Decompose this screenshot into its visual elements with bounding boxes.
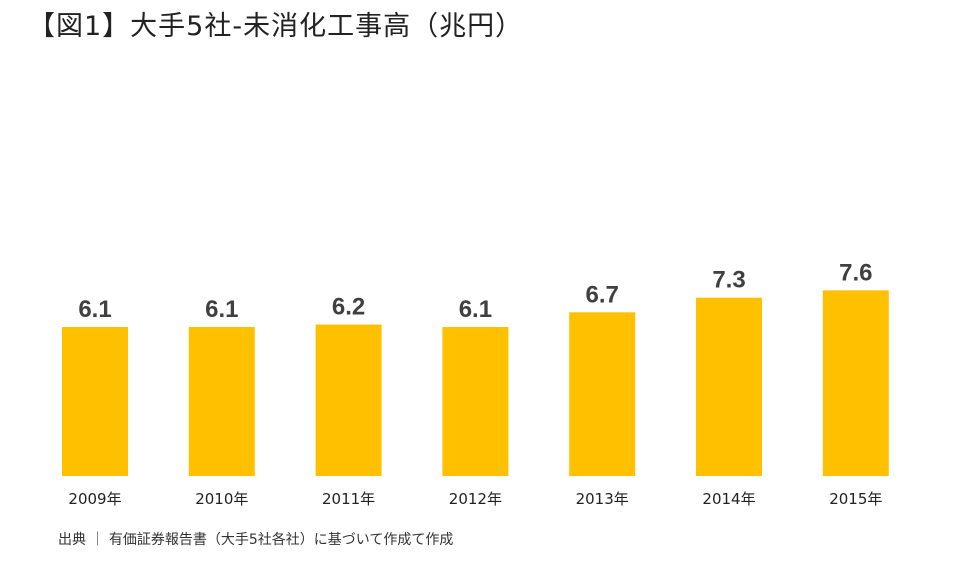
category-label: 2011年 — [322, 490, 375, 508]
category-label: 2009年 — [68, 490, 121, 508]
value-label: 6.1 — [459, 296, 492, 323]
bar-2012年 — [442, 327, 509, 476]
value-label: 6.2 — [332, 294, 365, 321]
category-label: 2014年 — [702, 490, 755, 508]
value-label: 6.1 — [78, 296, 111, 323]
value-label: 7.3 — [712, 267, 745, 294]
value-label: 6.1 — [205, 296, 238, 323]
bar-2014年 — [696, 297, 762, 476]
category-label: 2012年 — [449, 490, 502, 508]
bar-2011年 — [315, 324, 382, 476]
bar-2009年 — [62, 327, 128, 476]
category-label: 2015年 — [829, 490, 882, 508]
source-note: 出典 ｜ 有価証券報告書（大手5社各社）に基づいて作成て作成 — [58, 532, 454, 548]
value-label: 7.6 — [839, 259, 872, 286]
category-label: 2013年 — [576, 490, 629, 508]
bar-2013年 — [569, 312, 636, 476]
category-labels-group: 2009年 2010年 2011年 2012年 2013年 2014年 2015年 — [68, 490, 882, 508]
chart-title: 【図1】大手5社-未消化工事高（兆円） — [28, 11, 524, 42]
category-label: 2010年 — [195, 490, 248, 508]
bar-2015年 — [822, 290, 889, 476]
value-label: 6.7 — [586, 281, 619, 308]
value-labels-group: 6.1 6.1 6.2 6.1 6.7 7.3 7.6 — [78, 259, 872, 323]
bars-group — [62, 290, 889, 476]
bar-2010年 — [188, 327, 255, 476]
